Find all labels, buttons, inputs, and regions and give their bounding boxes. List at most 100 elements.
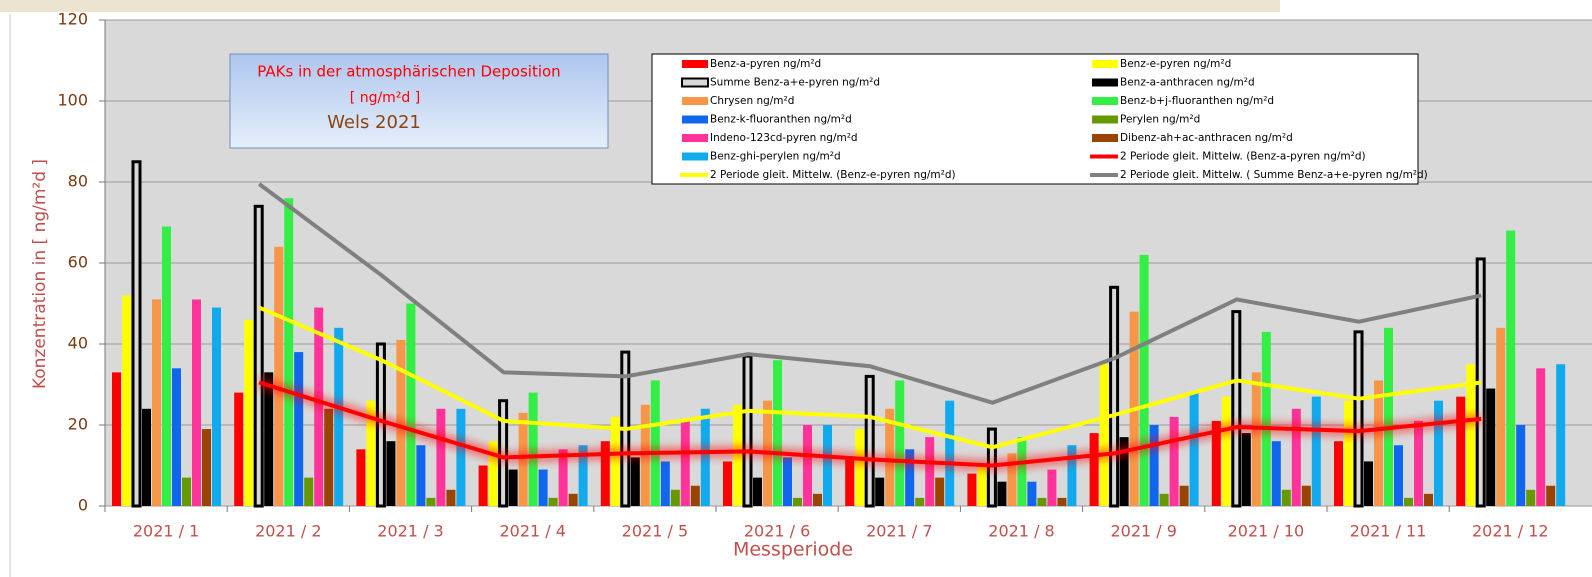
y-tick-label: 60: [68, 253, 88, 272]
x-axis-label: Messperiode: [733, 539, 853, 561]
bar: [905, 449, 915, 506]
legend-label: Benz-ghi-perylen ng/m²d: [710, 151, 841, 163]
moving-average-line: [258, 305, 1482, 450]
bar: [1261, 331, 1271, 506]
bar: [508, 469, 518, 506]
top-band: [0, 0, 1280, 12]
bar: [1037, 497, 1047, 506]
legend-swatch: [1092, 60, 1118, 68]
bar: [366, 400, 376, 506]
bar: [1119, 437, 1129, 506]
bar: [172, 368, 181, 506]
bar: [793, 497, 802, 506]
bar: [1384, 327, 1393, 506]
x-tick-label: 2021 / 11: [1350, 522, 1427, 541]
legend-label: Indeno-123cd-pyren ng/m²d: [710, 132, 858, 144]
bar: [1179, 485, 1189, 506]
bar: [182, 477, 191, 506]
legend: [651, 53, 1419, 185]
bar: [122, 295, 131, 506]
bar: [558, 449, 568, 506]
title-unit: [ ng/m²d ]: [350, 90, 420, 106]
bar: [1067, 445, 1077, 506]
bar: [324, 408, 334, 506]
bar: [610, 416, 620, 506]
bar: [742, 354, 753, 508]
bar: [1149, 425, 1159, 506]
bar: [356, 449, 366, 506]
bar: [1486, 388, 1496, 506]
bar: [304, 477, 314, 506]
bar: [1139, 254, 1149, 506]
bar: [1466, 364, 1476, 506]
y-tick-label: 120: [57, 10, 88, 29]
bar: [1301, 485, 1311, 506]
bar: [1047, 469, 1057, 506]
bar: [1546, 485, 1556, 506]
bar: [568, 493, 578, 506]
bar: [1344, 400, 1353, 506]
bar: [1007, 453, 1017, 506]
bar: [1311, 396, 1321, 506]
bar: [1374, 380, 1383, 506]
moving-average-line: [258, 380, 1482, 468]
bar: [1404, 497, 1413, 506]
bar: [1456, 396, 1466, 506]
bar: [895, 380, 905, 506]
y-tick-label: 20: [68, 415, 88, 434]
bar: [1394, 445, 1403, 506]
legend-swatch: [682, 60, 708, 68]
x-tick-label: 2021 / 8: [988, 522, 1054, 541]
legend-label: Benz-k-fluoranthen ng/m²d: [710, 114, 852, 126]
bar: [202, 429, 211, 506]
bar: [925, 437, 935, 506]
x-tick-label: 2021 / 12: [1472, 522, 1549, 541]
bar: [680, 420, 690, 506]
bar: [162, 226, 171, 507]
bar: [264, 372, 274, 506]
legend-swatch: [1092, 115, 1118, 124]
x-tick-label: 2021 / 3: [377, 522, 443, 541]
bar: [1211, 420, 1221, 506]
bar: [967, 473, 977, 506]
bar: [1057, 497, 1067, 506]
bar: [1281, 489, 1291, 506]
bar: [253, 204, 264, 508]
bar: [723, 461, 732, 506]
legend-label: Benz-b+j-fluoranthen ng/m²d: [1120, 95, 1274, 107]
lines: [257, 182, 1482, 472]
y-tick-label: 100: [57, 91, 88, 110]
bar: [406, 303, 416, 506]
bar: [528, 392, 538, 506]
bar: [478, 465, 488, 506]
y-tick-label: 40: [68, 334, 88, 353]
x-tick-label: 2021 / 7: [866, 522, 932, 541]
title-box: [229, 53, 609, 149]
bar: [1496, 327, 1506, 506]
bar: [426, 497, 436, 506]
bar: [803, 425, 812, 506]
bar: [997, 481, 1007, 506]
x-tick-label: 2021 / 5: [622, 522, 688, 541]
y-tick-label: 0: [78, 496, 88, 515]
bar: [548, 497, 558, 506]
bar: [436, 408, 446, 506]
bar: [334, 327, 344, 506]
bar: [416, 445, 426, 506]
bar: [945, 400, 955, 506]
bar: [1424, 493, 1433, 506]
bar: [446, 489, 456, 506]
legend-label: 2 Periode gleit. Mittelw. (Benz-a-pyren …: [1120, 151, 1366, 163]
bar: [1169, 416, 1179, 506]
bar: [813, 493, 822, 506]
bar: [456, 408, 466, 506]
legend-label: Summe Benz-a+e-pyren ng/m²d: [710, 77, 880, 89]
bar: [783, 457, 792, 506]
legend-label: Perylen ng/m²d: [1120, 114, 1200, 126]
bar: [294, 352, 304, 506]
bar: [753, 477, 762, 506]
bar: [855, 429, 865, 506]
bar: [864, 374, 875, 508]
bars: [112, 160, 1566, 508]
